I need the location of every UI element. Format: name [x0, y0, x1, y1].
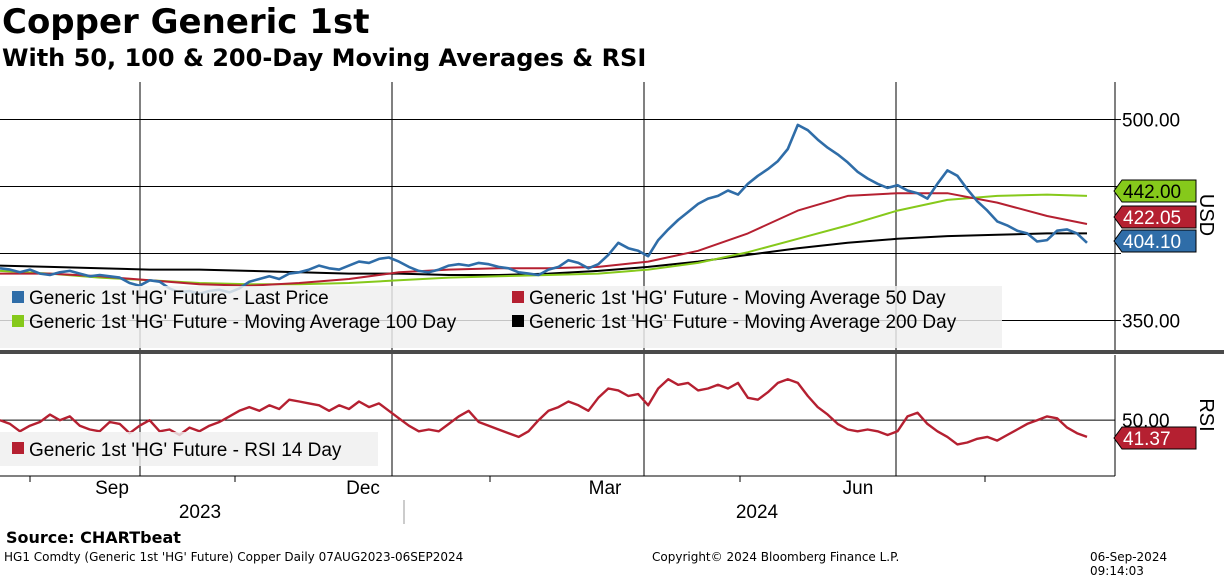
- price-ytick-label-3: 500.00: [1122, 111, 1180, 132]
- month-label-0: Sep: [95, 478, 129, 499]
- source-label: Source: CHARTbeat: [6, 528, 181, 547]
- legend-ma50-swatch: [512, 291, 524, 303]
- last-value-tag-ma50-text: 422.05: [1123, 208, 1181, 229]
- footer-copyright: Copyright© 2024 Bloomberg Finance L.P.: [652, 550, 900, 564]
- legend-ma200-label: Generic 1st 'HG' Future - Moving Average…: [529, 312, 957, 333]
- last-value-tag-price-bg: [1113, 229, 1197, 253]
- footer-ticker: HG1 Comdty (Generic 1st 'HG' Future) Cop…: [4, 550, 464, 564]
- month-label-1: Dec: [346, 478, 380, 499]
- year-label-1: 2024: [736, 502, 779, 523]
- last-value-tag-price-text: 404.10: [1123, 232, 1181, 253]
- last-value-tag-rsi-bg: [1113, 426, 1197, 450]
- legend-last-price-swatch: [12, 291, 24, 303]
- last-value-tag-rsi-text: 41.37: [1123, 429, 1171, 450]
- footer-timestamp: 06-Sep-2024 09:14:03: [1090, 550, 1168, 578]
- month-label-3: Jun: [843, 478, 874, 499]
- last-value-tag-ma100-text: 442.00: [1123, 182, 1181, 203]
- legend-ma100-swatch: [12, 315, 24, 327]
- chart-title: Copper Generic 1st: [2, 2, 370, 42]
- panel-divider: [0, 350, 1224, 354]
- legend-rsi-label: Generic 1st 'HG' Future - RSI 14 Day: [29, 440, 342, 461]
- chart-subtitle: With 50, 100 & 200-Day Moving Averages &…: [2, 44, 647, 72]
- legend-ma100-label: Generic 1st 'HG' Future - Moving Average…: [29, 312, 457, 333]
- legend-rsi-swatch: [12, 442, 24, 454]
- rsi-legend-box: [0, 432, 378, 466]
- rsi-axis-title: RSI: [1195, 398, 1217, 431]
- year-label-0: 2023: [179, 502, 221, 523]
- month-label-2: Mar: [589, 478, 622, 499]
- ma200-line: [0, 232, 1087, 276]
- legend-ma50-label: Generic 1st 'HG' Future - Moving Average…: [529, 288, 946, 309]
- last-value-tag-ma50-bg: [1113, 205, 1197, 229]
- price-axis-title: USD: [1195, 194, 1217, 236]
- last-value-tag-ma100-bg: [1113, 179, 1197, 203]
- price-ytick-label-0: 350.00: [1122, 312, 1180, 333]
- price-legend-box: [0, 286, 1002, 348]
- legend-last-price-label: Generic 1st 'HG' Future - Last Price: [29, 288, 329, 309]
- legend-ma200-swatch: [512, 315, 524, 327]
